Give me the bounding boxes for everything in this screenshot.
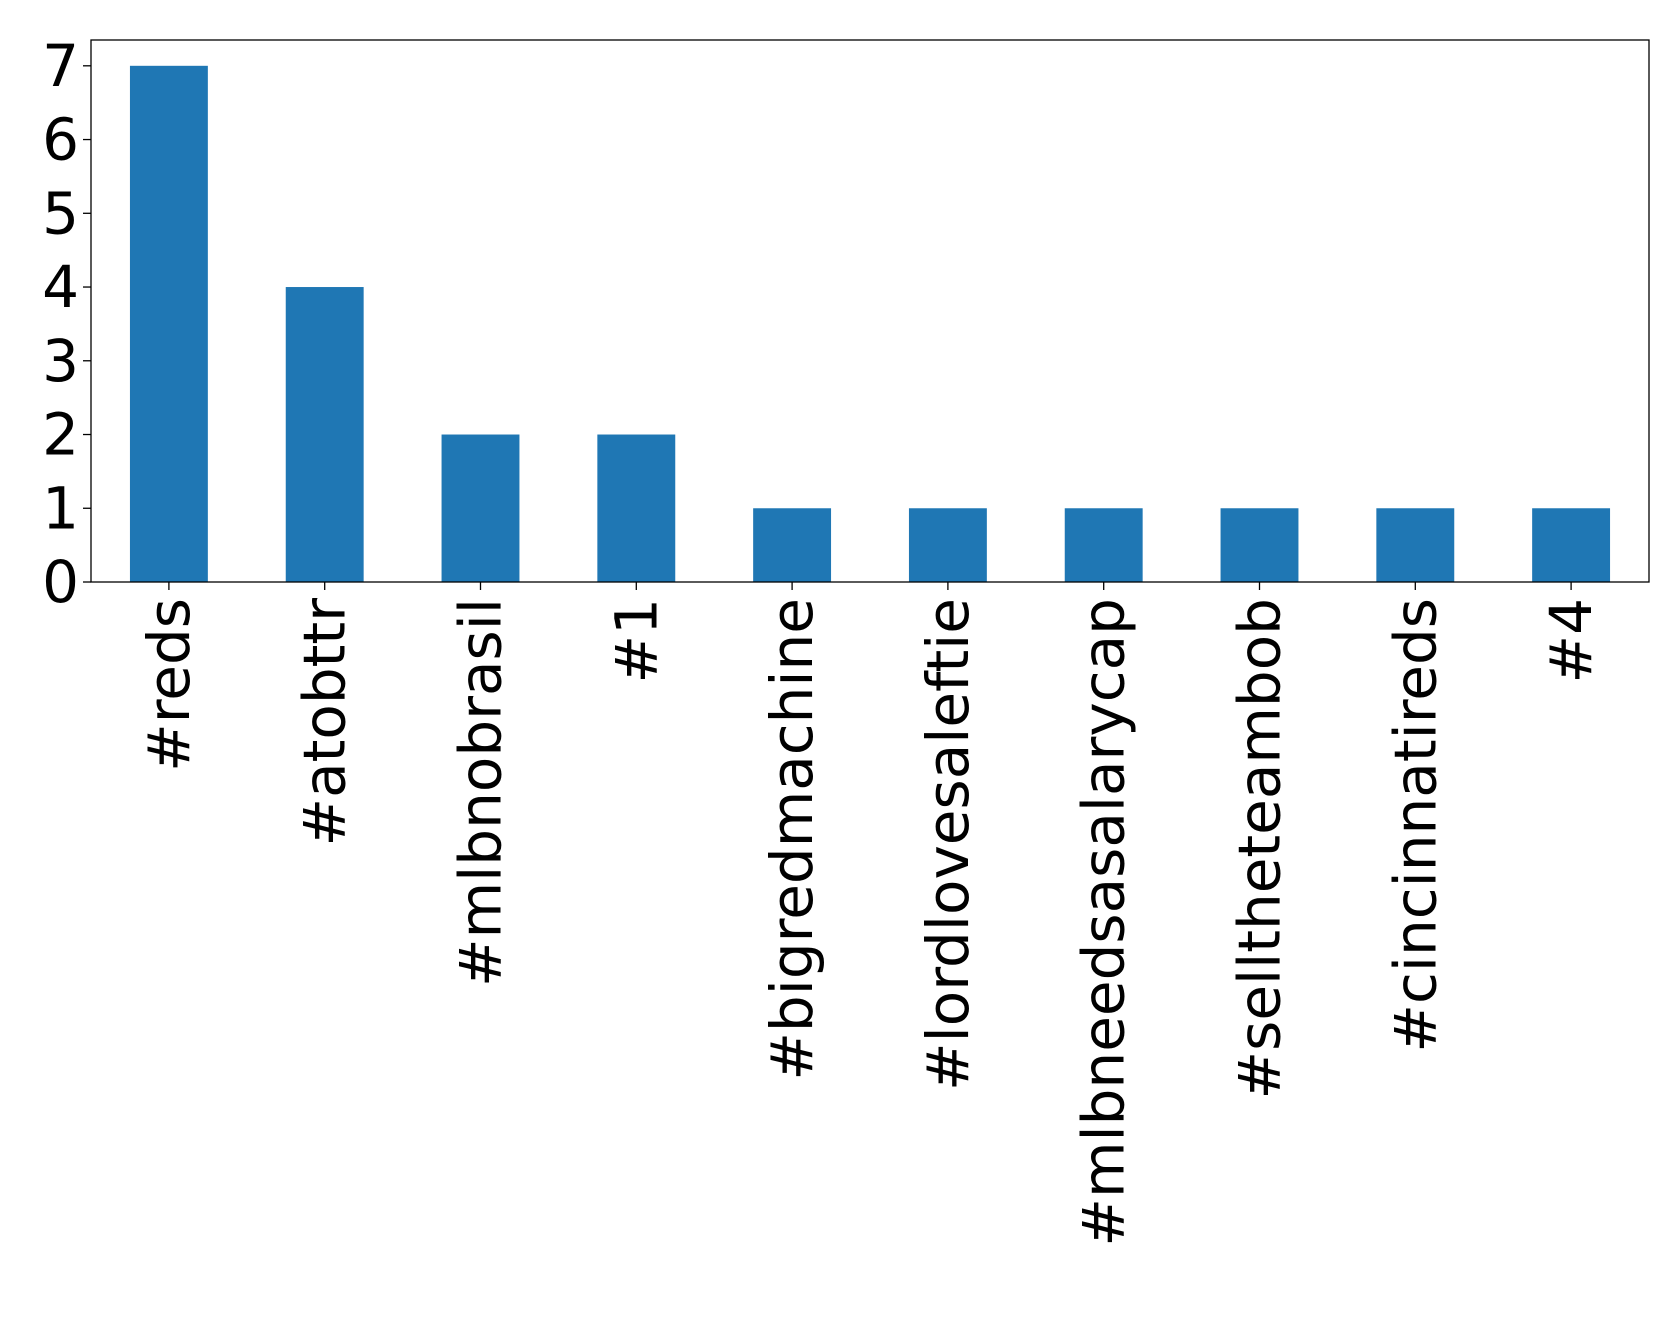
bar-reds: [129, 65, 208, 583]
y-tick-label: 1: [42, 474, 79, 542]
bar-atobttr: [285, 287, 364, 582]
bar-lordlovesaleftie: [908, 508, 987, 582]
x-tick-label: #bigredmachine: [758, 598, 826, 1081]
bar-selltheteambob: [1220, 508, 1299, 582]
x-axis: #reds #atobttr #mlbnobrasil #1 #bigredmachin…: [135, 582, 1605, 1247]
y-tick-label: 7: [42, 32, 79, 100]
plot-frame: [90, 39, 1650, 583]
bar-mlbnobrasil: [441, 434, 520, 582]
x-tick-label: #4: [1537, 598, 1605, 684]
bar-1: [597, 434, 676, 582]
y-tick-label: 2: [42, 401, 79, 469]
bar-mlbneedsasalarycap: [1064, 508, 1143, 582]
y-tick-label: 5: [42, 179, 79, 247]
x-tick-label: #cincinnatireds: [1381, 598, 1449, 1053]
x-tick-label: #reds: [135, 598, 203, 772]
x-tick-label: #lordlovesaleftie: [914, 598, 982, 1091]
bar-cincinnatireds: [1376, 508, 1455, 582]
x-tick-label: #mlbnobrasil: [447, 598, 515, 987]
x-tick-label: #mlbneedsasalarycap: [1070, 598, 1138, 1247]
y-tick-label: 4: [42, 253, 79, 321]
y-tick-label: 3: [42, 327, 79, 395]
x-tick-label: #1: [602, 598, 670, 684]
x-tick-label: #selltheteambob: [1226, 598, 1294, 1100]
bar-4: [1532, 508, 1611, 582]
bar-bigredmachine: [753, 508, 832, 582]
y-tick-label: 0: [42, 548, 79, 616]
bars-group: [129, 65, 1611, 583]
x-tick-label: #atobttr: [291, 598, 359, 847]
y-tick-label: 6: [42, 106, 79, 174]
